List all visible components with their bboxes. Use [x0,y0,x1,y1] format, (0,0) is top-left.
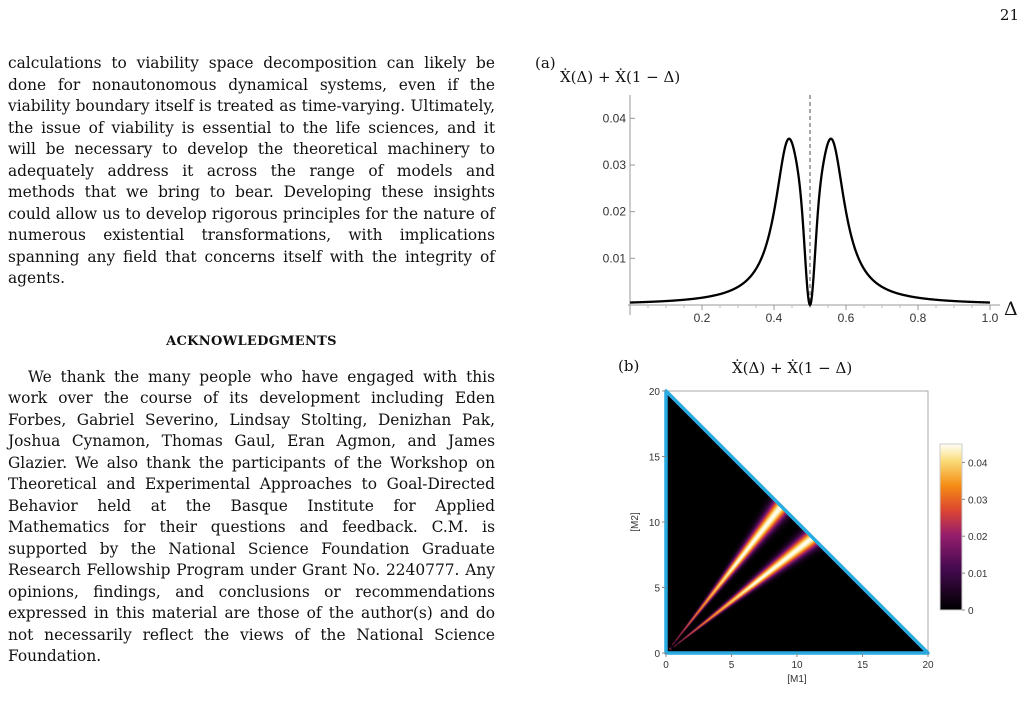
panel-a-label: (a) [535,54,556,72]
x-tick-label: 5 [729,660,735,671]
panel-a-x-symbol: Δ [1004,298,1018,320]
x-tick-label: 0.8 [910,311,927,325]
x-tick-label: 0.6 [838,311,855,325]
text-column: calculations to viability space decompos… [8,53,495,668]
figure-panel-b: (b) Ẋ(Δ) + Ẋ(1 − Δ) 0 5 10 15 20 0 5 10 15 20 [M1]… [600,355,1000,700]
x-tick-label: 0 [663,660,669,671]
y-tick-label: 10 [649,518,661,529]
colorbar-tick-label: 0.04 [968,458,988,469]
x-tick-label: 0.4 [766,311,783,325]
page-number: 21 [999,6,1019,24]
body-paragraph-1: calculations to viability space decompos… [8,54,495,287]
y-tick-label: 0 [654,649,660,660]
x-tick-label: 0.2 [694,311,711,325]
acknowledgments-heading: ACKNOWLEDGMENTS [166,333,337,349]
line-chart: 0.2 0.4 0.6 0.8 1.0 0.01 0.02 0.03 0.04 [603,95,1000,325]
colorbar-frame [939,443,963,611]
y-tick-label: 0.01 [603,251,627,265]
y-tick-label: 0.04 [603,111,627,125]
x-tick-label: 15 [857,660,869,671]
colorbar-tick-label: 0.02 [968,532,988,543]
panel-a-title: Ẋ(Δ) + Ẋ(1 − Δ) [560,68,681,86]
x-axis-label: [M1] [787,674,807,685]
colorbar-tick-label: 0 [968,606,974,617]
y-tick-label: 15 [649,453,661,464]
panel-b-label: (b) [618,357,640,375]
y-tick-label: 5 [654,584,660,595]
x-tick-label: 20 [922,660,934,671]
y-tick-label: 0.02 [603,205,627,219]
y-tick-label: 0.03 [603,158,627,172]
series-line [629,137,991,308]
y-tick-label: 20 [649,387,661,398]
colorbar-tick-label: 0.03 [968,495,988,506]
colorbar [940,444,962,610]
body-paragraph-2: We thank the many people who have engage… [8,367,495,666]
colorbar-tick-label: 0.01 [968,569,988,580]
figure-panel-a: (a) Ẋ(Δ) + Ẋ(1 − Δ) Δ 0.2 0.4 0.6 0.8 1.0 0.0… [520,50,1029,330]
panel-b-title: Ẋ(Δ) + Ẋ(1 − Δ) [732,359,853,377]
x-tick-label: 10 [791,660,803,671]
x-tick-label: 1.0 [982,311,999,325]
heatmap-axes: 0 5 10 15 20 0 5 10 15 20 [M1] [M2] 0 0.01 0.02 0.03 0.0… [630,387,988,685]
domain-boundary [664,389,930,655]
y-axis-label: [M2] [630,512,641,532]
